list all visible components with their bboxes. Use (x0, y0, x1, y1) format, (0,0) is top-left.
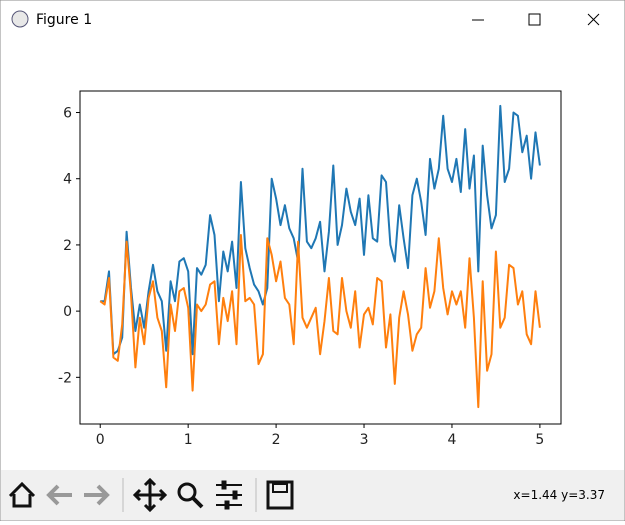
forward-button[interactable] (84, 484, 110, 506)
zoom-button[interactable] (177, 482, 197, 502)
x-tick-label: 3 (360, 432, 369, 448)
window-title: Figure 1 (36, 12, 92, 28)
toolbar-buttons (8, 477, 294, 513)
y-tick-label: -2 (58, 370, 72, 386)
pan-button[interactable] (132, 477, 168, 513)
status-text: x=1.44 y=3.37 (513, 488, 605, 502)
slider-knob (221, 480, 227, 490)
x-tick-label: 2 (272, 432, 281, 448)
save-icon-part (272, 483, 288, 493)
x-tick-label: 0 (96, 432, 105, 448)
maximize-button[interactable] (528, 13, 541, 26)
save-button[interactable] (266, 480, 294, 510)
line-series (100, 104, 541, 356)
app-icon (11, 10, 29, 28)
axes-frame (79, 90, 562, 425)
x-tick-label: 5 (535, 432, 544, 448)
y-tick-label: 0 (63, 304, 72, 320)
line-series (99, 234, 541, 409)
close-button[interactable] (587, 13, 600, 26)
y-tick-label: 2 (63, 238, 72, 254)
zoom-handle (191, 496, 204, 509)
slider-knob (232, 490, 238, 500)
y-tick-label: 6 (63, 106, 72, 122)
x-tick-label: 1 (184, 432, 193, 448)
slider-knob (224, 500, 230, 510)
back-button[interactable] (46, 484, 72, 506)
y-tick-label: 4 (63, 172, 72, 188)
home-button[interactable] (8, 481, 36, 508)
x-tick-label: 4 (448, 432, 457, 448)
plot: 0 1 2 3 4 5 -2 0 2 4 6 (58, 104, 544, 448)
